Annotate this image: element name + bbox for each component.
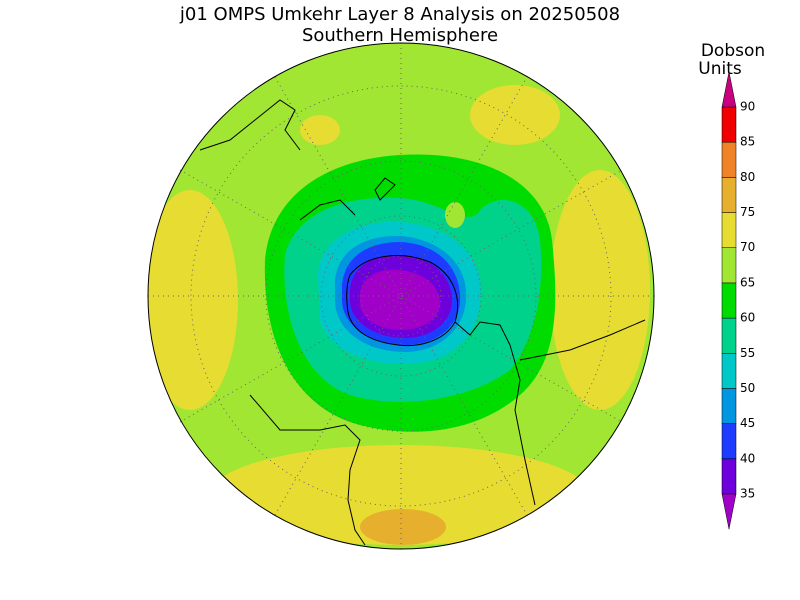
field — [445, 202, 465, 228]
field — [210, 445, 590, 545]
colorbar-tick-label: 40 — [740, 451, 755, 465]
colorbar-band — [721, 423, 737, 460]
colorbar-tick-label: 50 — [740, 381, 755, 395]
field — [300, 115, 340, 145]
colorbar-label: Dobson — [701, 41, 765, 61]
field — [550, 170, 650, 410]
colorbar-tick-label: 55 — [740, 346, 755, 360]
colorbar-band — [721, 141, 737, 178]
colorbar-band — [721, 458, 737, 495]
colorbar-end — [721, 71, 737, 108]
colorbar-end — [721, 493, 737, 530]
colorbar-band — [721, 353, 737, 389]
colorbar-tick-label: 45 — [740, 416, 755, 430]
field — [148, 190, 238, 410]
colorbar-band — [721, 177, 737, 213]
colorbar-tick-label: 60 — [740, 311, 755, 325]
colorbar-tick-label: 70 — [740, 240, 755, 254]
colorbar-band — [721, 388, 737, 424]
graticule — [148, 43, 654, 549]
colorbar-tick-label: 35 — [740, 487, 755, 501]
subtitle: Southern Hemisphere — [302, 25, 498, 46]
field — [470, 85, 560, 145]
colorbar-tick-label: 75 — [740, 205, 755, 219]
coastlines — [199, 99, 646, 546]
field — [360, 509, 446, 545]
colorbar: 35 40 45 50 55 60 65 70 75 80 85 90 — [721, 71, 755, 530]
field — [360, 269, 440, 330]
colorbar-band — [721, 212, 737, 248]
colorbar-tick-label: 65 — [740, 275, 755, 289]
map-border — [147, 42, 655, 550]
colorbar-tick-label: 80 — [740, 170, 755, 184]
colorbar-band — [721, 317, 737, 354]
ozone-map — [148, 43, 654, 549]
colorbar-label: Units — [698, 59, 742, 79]
colorbar-band — [721, 106, 737, 143]
colorbar-tick-label: 85 — [740, 135, 755, 149]
colorbar-band — [721, 282, 737, 319]
colorbar-tick-label: 90 — [740, 100, 755, 114]
colorbar-band — [721, 247, 737, 284]
title: j01 OMPS Umkehr Layer 8 Analysis on 2025… — [179, 4, 620, 25]
